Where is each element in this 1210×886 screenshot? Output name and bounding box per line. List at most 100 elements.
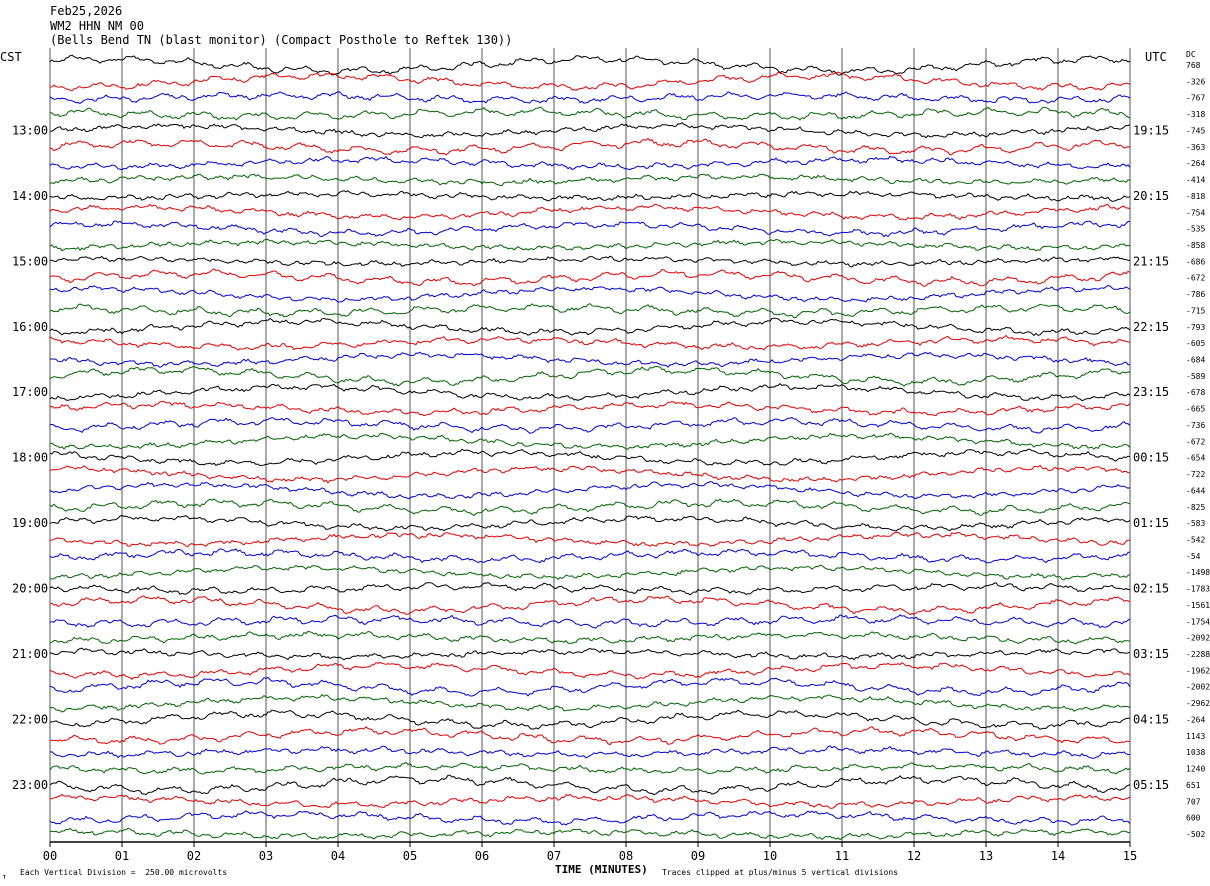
dc-offset-label: 1240: [1186, 765, 1205, 774]
dc-offset-label: -363: [1186, 143, 1205, 152]
x-tick-label: 14: [1051, 849, 1065, 863]
trace-line: [50, 693, 1131, 713]
trace-line: [49, 383, 1131, 402]
dc-offset-label: 651: [1186, 781, 1201, 790]
dc-offset-label: -1962: [1186, 666, 1210, 675]
trace-line: [49, 54, 1131, 76]
dc-offset-label: -1783: [1186, 585, 1210, 594]
scale-note: Each Vertical Division = 250.00 microvol…: [20, 868, 228, 877]
trace-line: [49, 827, 1131, 841]
trace-line: [49, 614, 1131, 629]
right-hour-label: 21:15: [1133, 254, 1169, 268]
dc-offset-label: -2288: [1186, 650, 1210, 659]
trace-line: [49, 351, 1131, 368]
left-hour-label: 14:00: [12, 189, 48, 203]
dc-offset-label: 768: [1186, 61, 1201, 70]
trace-line: [49, 303, 1131, 319]
trace-line: [49, 448, 1131, 467]
x-tick-label: 12: [907, 849, 921, 863]
x-tick-label: 07: [547, 849, 561, 863]
x-tick-label: 02: [187, 849, 201, 863]
x-tick-label: 10: [763, 849, 777, 863]
trace-line: [49, 417, 1131, 434]
dc-offset-label: -1561: [1186, 601, 1210, 610]
x-tick-label: 05: [403, 849, 417, 863]
dc-offset-label: -414: [1186, 176, 1205, 185]
dc-offset-label: -54: [1186, 552, 1201, 561]
trace-line: [49, 220, 1131, 238]
trace-line: [49, 155, 1131, 171]
trace-line: [49, 595, 1131, 616]
dc-offset-label: -665: [1186, 405, 1205, 414]
dc-offset-label: 707: [1186, 797, 1201, 806]
dc-offset-label: -2962: [1186, 699, 1210, 708]
dc-offset-label: -318: [1186, 110, 1205, 119]
dc-offset-label: -684: [1186, 356, 1205, 365]
left-hour-label: 23:00: [12, 778, 48, 792]
left-timezone: CST: [0, 50, 22, 64]
clip-note: Traces clipped at plus/minus 5 vertical …: [662, 868, 899, 877]
dc-offset-label: -672: [1186, 437, 1205, 446]
trace-line: [49, 514, 1131, 532]
trace-line: [49, 630, 1131, 645]
trace-line: [49, 774, 1131, 796]
dc-offset-label: -1754: [1186, 617, 1210, 626]
trace-line: [49, 498, 1131, 517]
trace-line: [49, 793, 1131, 809]
dc-offset-label: -715: [1186, 306, 1205, 315]
x-axis-title: TIME (MINUTES): [555, 863, 648, 876]
dc-label: DC: [1186, 50, 1196, 59]
left-hour-label: 22:00: [12, 712, 48, 726]
trace-line: [49, 137, 1131, 156]
chart-date: Feb25,2026: [50, 4, 123, 18]
trace-line: [49, 432, 1131, 450]
trace-line: [49, 284, 1131, 303]
trace-line: [49, 365, 1131, 387]
dc-offset-label: -2002: [1186, 683, 1210, 692]
dc-offset-label: -1498: [1186, 568, 1210, 577]
x-tick-label: 15: [1123, 849, 1137, 863]
left-hour-label: 16:00: [12, 320, 48, 334]
dc-offset-label: -754: [1186, 208, 1205, 217]
trace-line: [49, 676, 1131, 697]
trace-line: [49, 761, 1131, 775]
dc-offset-label: -858: [1186, 241, 1205, 250]
right-hour-label: 05:15: [1133, 778, 1169, 792]
right-hour-label: 02:15: [1133, 582, 1169, 596]
trace-line: [49, 71, 1131, 92]
dc-offset-label: -686: [1186, 257, 1205, 266]
right-hour-label: 20:15: [1133, 189, 1169, 203]
dc-offset-label: -589: [1186, 372, 1205, 381]
dc-offset-label: -535: [1186, 225, 1205, 234]
x-tick-label: 08: [619, 849, 633, 863]
right-hour-label: 04:15: [1133, 712, 1169, 726]
right-hour-label: 01:15: [1133, 516, 1169, 530]
trace-line: [49, 91, 1131, 104]
station-code: WM2 HHN NM 00: [50, 19, 144, 33]
dc-offset-label: -605: [1186, 339, 1205, 348]
dc-offset-label: -745: [1186, 126, 1205, 135]
trace-line: [49, 317, 1131, 337]
dc-offset-label: -793: [1186, 323, 1205, 332]
x-tick-label: 03: [259, 849, 273, 863]
dc-offset-label: -264: [1186, 159, 1205, 168]
dc-offset-label: 600: [1186, 814, 1201, 823]
trace-line: [49, 238, 1131, 252]
dc-offset-label: -678: [1186, 388, 1205, 397]
trace-line: [49, 106, 1131, 121]
right-timezone: UTC: [1145, 50, 1167, 64]
dc-offset-label: -786: [1186, 290, 1205, 299]
x-tick-label: 04: [331, 849, 345, 863]
dc-offset-label: -542: [1186, 535, 1205, 544]
corner-mark: ↑: [2, 872, 7, 881]
right-hour-label: 22:15: [1133, 320, 1169, 334]
dc-offset-label: -825: [1186, 503, 1205, 512]
trace-line: [49, 400, 1131, 417]
trace-line: [49, 661, 1131, 680]
trace-line: [49, 464, 1131, 484]
left-hour-label: 21:00: [12, 647, 48, 661]
dc-offset-label: -672: [1186, 274, 1205, 283]
station-description: (Bells Bend TN (blast monitor) (Compact …: [50, 33, 513, 47]
left-hour-label: 15:00: [12, 254, 48, 268]
left-hour-label: 17:00: [12, 385, 48, 399]
